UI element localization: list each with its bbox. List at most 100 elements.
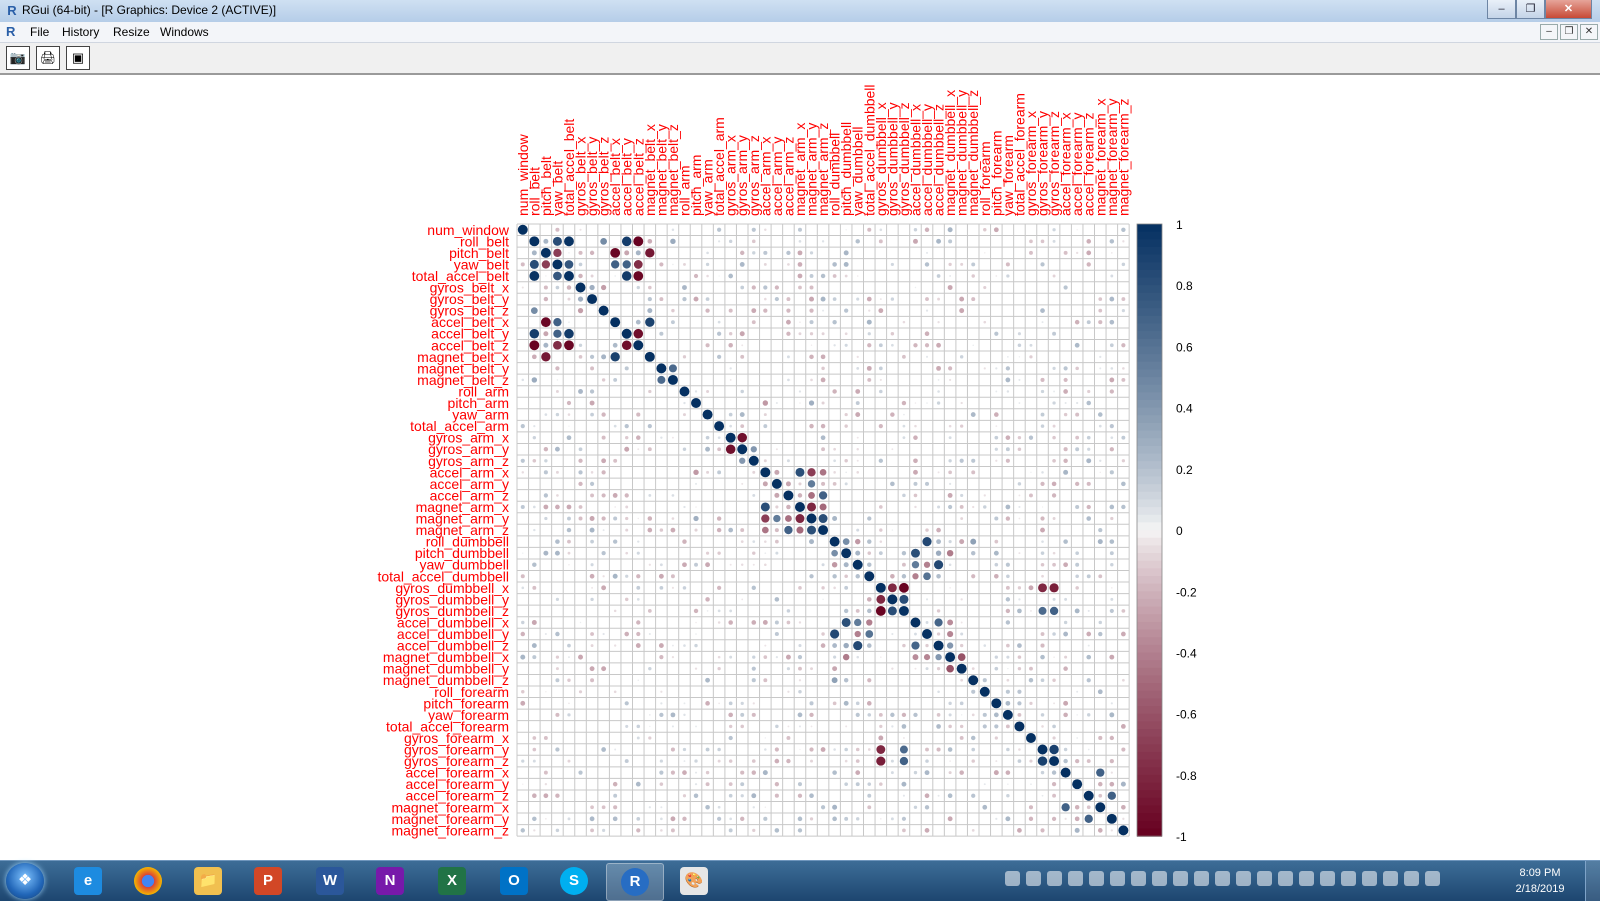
corr-circle [879,528,883,532]
legend-band [1137,292,1162,302]
powerpoint-icon[interactable]: P [240,863,296,899]
show-desktop-button[interactable] [1585,861,1600,901]
tray-app-icon[interactable] [1278,871,1293,886]
corr-circle [587,294,598,305]
lock-icon[interactable] [1110,871,1125,886]
corr-circle [741,344,744,347]
corr-circle [751,285,756,290]
internet-explorer-icon[interactable]: e [60,863,116,899]
cloud-icon[interactable] [1257,871,1272,886]
r-logo-icon[interactable]: R [6,24,16,39]
menu-history[interactable]: History [62,25,100,39]
corr-circle [1084,814,1093,823]
file-explorer-icon[interactable]: 📁 [180,863,236,899]
excel-icon[interactable]: X [424,863,480,899]
grid-icon[interactable] [1194,871,1209,886]
outlook-icon[interactable] [1152,871,1167,886]
legend-band [1137,461,1162,470]
minimize-button[interactable]: – [1487,0,1516,19]
battery-icon[interactable] [1362,871,1377,886]
volume-icon[interactable] [1425,871,1440,886]
restore-button[interactable]: ❐ [1516,0,1545,19]
corr-circle [1052,435,1056,440]
corr-circle [901,724,907,729]
flag-icon[interactable] [1404,871,1419,886]
row-label: magnet_belt_y [417,360,509,376]
corr-circle [775,402,778,405]
paint-icon[interactable]: 🎨 [666,863,722,899]
corr-circle [867,539,872,544]
r-icon[interactable]: R [606,863,664,901]
corr-circle [648,713,651,716]
row-label: accel_belt_z [431,337,509,353]
headset-icon[interactable] [1089,871,1104,886]
menu-file[interactable]: File [30,25,50,39]
corr-circle [1025,732,1036,743]
r-logo-icon[interactable]: R [7,3,17,18]
legend-band [1137,346,1162,355]
corr-circle [613,377,618,382]
window-icon[interactable]: ▣ [66,46,90,70]
corr-circle [833,447,836,451]
corr-circle [751,620,757,625]
mdi-restore-button[interactable]: ❐ [1560,24,1578,40]
bluetooth-icon[interactable] [1341,871,1356,886]
corr-circle [856,459,859,462]
printer-icon[interactable]: 🖨 [36,46,60,70]
corr-circle [1040,516,1045,521]
corr-circle [807,525,817,535]
corr-circle [1030,610,1032,612]
chrome-icon[interactable] [120,863,176,899]
close-button[interactable]: ✕ [1545,0,1592,19]
corr-circle [879,378,882,382]
corr-circle [1040,678,1045,683]
legend-band [1137,507,1162,516]
media-icon[interactable] [1299,871,1314,886]
corr-circle [844,574,848,579]
camera-icon[interactable] [1131,871,1146,886]
row-label: num_window [427,222,510,238]
mdi-minimize-button[interactable]: – [1540,24,1558,40]
corr-circle [820,747,826,752]
camera-icon[interactable]: 📷 [6,46,30,70]
clock[interactable]: 8:09 PM 2/18/2019 [1505,865,1575,897]
corr-circle [590,471,594,474]
nvidia-icon[interactable] [1215,871,1230,886]
corr-circle [740,563,744,566]
start-button[interactable]: ❖ [6,863,44,899]
skype-icon[interactable]: S [546,863,602,899]
onenote-icon[interactable]: N [362,863,418,899]
outlook-icon[interactable]: O [486,863,542,899]
corr-circle [682,413,686,417]
corr-circle [1006,574,1010,579]
corr-circle [913,770,918,775]
corr-circle [683,505,686,509]
corr-circle [601,354,607,360]
shield-icon[interactable] [1047,871,1062,886]
corr-circle [751,308,757,314]
network-icon[interactable] [1173,871,1188,886]
corr-circle [925,309,929,312]
mdi-close-button[interactable]: ✕ [1580,24,1598,40]
printer-icon[interactable] [1026,871,1041,886]
corr-circle [1109,551,1114,556]
corr-circle [532,816,537,822]
corr-circle [660,690,663,693]
signal-icon[interactable] [1383,871,1398,886]
legend-band [1137,331,1162,340]
corr-circle [740,528,745,533]
corr-circle [1007,783,1009,785]
help-icon[interactable] [1005,871,1020,886]
sync-icon[interactable] [1236,871,1251,886]
corr-circle [832,262,837,267]
corr-circle [660,829,663,832]
menu-windows[interactable]: Windows [160,25,209,39]
corr-circle [601,470,606,475]
corr-circle [1086,516,1092,521]
menu-resize[interactable]: Resize [113,25,150,39]
word-icon[interactable]: W [302,863,358,899]
corr-circle [589,516,595,521]
corr-circle [936,527,941,533]
chrome-icon[interactable] [1068,871,1083,886]
adobe-icon[interactable] [1320,871,1335,886]
